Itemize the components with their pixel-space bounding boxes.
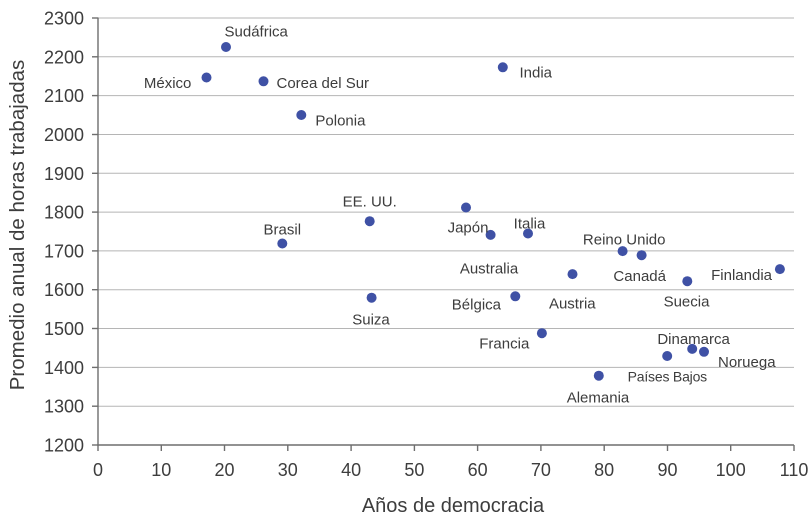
svg-text:1200: 1200: [44, 436, 84, 456]
svg-text:México: México: [144, 75, 192, 92]
svg-text:2300: 2300: [44, 9, 84, 29]
svg-text:EE. UU.: EE. UU.: [343, 193, 397, 210]
svg-text:Austria: Austria: [549, 296, 596, 313]
svg-text:Corea del Sur: Corea del Sur: [277, 75, 370, 92]
svg-text:Finlandia: Finlandia: [711, 267, 773, 284]
svg-text:India: India: [520, 64, 553, 81]
svg-text:2200: 2200: [44, 47, 84, 67]
svg-text:Japón: Japón: [448, 220, 489, 237]
svg-text:110: 110: [780, 460, 809, 480]
svg-text:Italia: Italia: [514, 216, 546, 233]
svg-text:Dinamarca: Dinamarca: [657, 331, 730, 348]
svg-text:30: 30: [278, 460, 298, 480]
svg-text:2100: 2100: [44, 86, 84, 106]
svg-text:0: 0: [93, 460, 103, 480]
svg-text:90: 90: [657, 460, 677, 480]
svg-text:1800: 1800: [44, 203, 84, 223]
svg-text:Suiza: Suiza: [352, 312, 390, 329]
svg-text:Canadá: Canadá: [613, 268, 666, 285]
svg-text:Suecia: Suecia: [664, 293, 711, 310]
svg-text:1700: 1700: [44, 241, 84, 261]
svg-text:10: 10: [151, 460, 171, 480]
svg-text:Alemania: Alemania: [567, 390, 630, 407]
svg-text:20: 20: [214, 460, 234, 480]
svg-text:70: 70: [531, 460, 551, 480]
svg-text:Brasil: Brasil: [264, 222, 302, 239]
svg-text:50: 50: [404, 460, 424, 480]
svg-text:40: 40: [341, 460, 361, 480]
svg-text:1400: 1400: [44, 358, 84, 378]
svg-text:Francia: Francia: [479, 336, 530, 353]
svg-text:Noruega: Noruega: [718, 354, 776, 371]
svg-text:1900: 1900: [44, 164, 84, 184]
svg-text:2000: 2000: [44, 125, 84, 145]
svg-text:1500: 1500: [44, 319, 84, 339]
svg-text:1600: 1600: [44, 280, 84, 300]
svg-text:1300: 1300: [44, 397, 84, 417]
svg-text:Australia: Australia: [460, 261, 519, 278]
svg-text:Años de democracia: Años de democracia: [362, 495, 545, 517]
svg-text:Reino Unido: Reino Unido: [583, 232, 666, 249]
svg-text:80: 80: [594, 460, 614, 480]
svg-text:Bélgica: Bélgica: [452, 297, 502, 314]
svg-text:Sudáfrica: Sudáfrica: [225, 23, 289, 40]
svg-text:Polonia: Polonia: [315, 113, 366, 130]
svg-text:100: 100: [716, 460, 746, 480]
svg-text:60: 60: [468, 460, 488, 480]
svg-text:Promedio anual de horas trabaj: Promedio anual de horas trabajadas: [6, 60, 29, 391]
svg-text:Países Bajos: Países Bajos: [628, 369, 708, 385]
